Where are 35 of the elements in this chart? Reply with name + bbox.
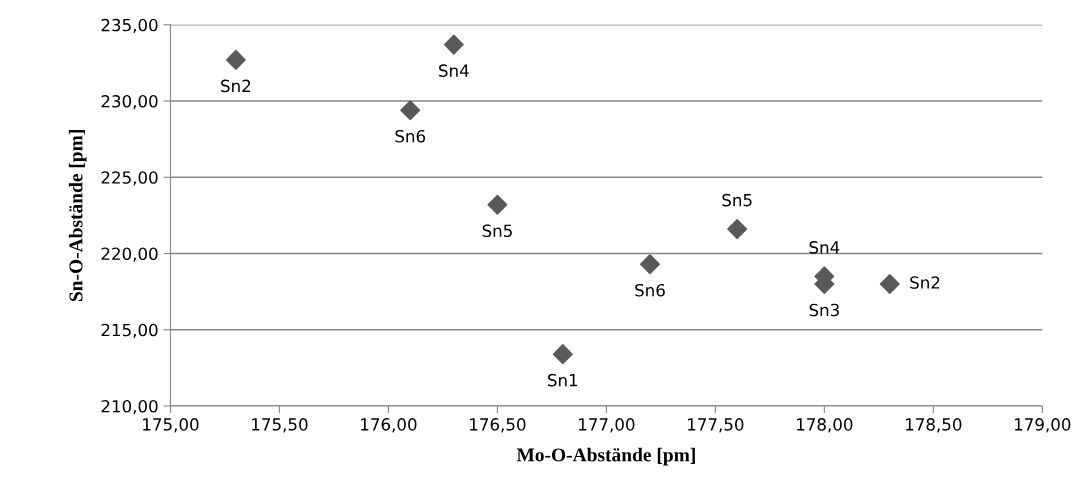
x-tick-label: 177,00 [579,418,635,433]
point [879,273,900,295]
data-label: Sn5 [482,224,512,238]
x-tick-label: 175,00 [143,418,199,433]
x-axis-title: Mo-O-Abstände [pm] [516,447,695,466]
point [727,219,748,240]
point [639,254,661,275]
data-label: Sn4 [439,64,469,77]
data-label: Sn2 [221,79,251,93]
data-label: Sn4 [809,241,840,254]
x-tick-label: 177,50 [688,418,744,433]
point [487,194,508,215]
y-tick-label: 230,00 [101,95,158,110]
point [400,100,421,121]
data-label: Sn2 [910,276,940,289]
y-tick-label: 215,00 [101,323,158,339]
y-axis-title: Sn-O-Abstände [pm] [68,130,87,302]
x-tick-label: 178,00 [797,418,853,433]
data-label: Sn1 [548,373,578,387]
x-tick-label: 179,00 [1014,418,1071,433]
y-tick-label: 225,00 [101,171,158,186]
x-tick-label: 176,00 [361,418,417,433]
x-tick-label: 175,50 [252,418,308,433]
x-tick-label: 178,50 [906,418,962,433]
x-tick-label: 176,50 [470,418,526,433]
point [225,49,246,70]
data-label: Sn6 [635,283,665,297]
point [443,34,464,55]
y-tick-label: 220,00 [101,247,158,262]
y-tick-label: 210,00 [101,399,158,415]
point [552,344,573,365]
data-label: Sn6 [395,129,426,143]
y-tick-label: 235,00 [101,18,158,34]
data-label: Sn3 [809,303,839,317]
data-label: Sn5 [722,193,752,207]
